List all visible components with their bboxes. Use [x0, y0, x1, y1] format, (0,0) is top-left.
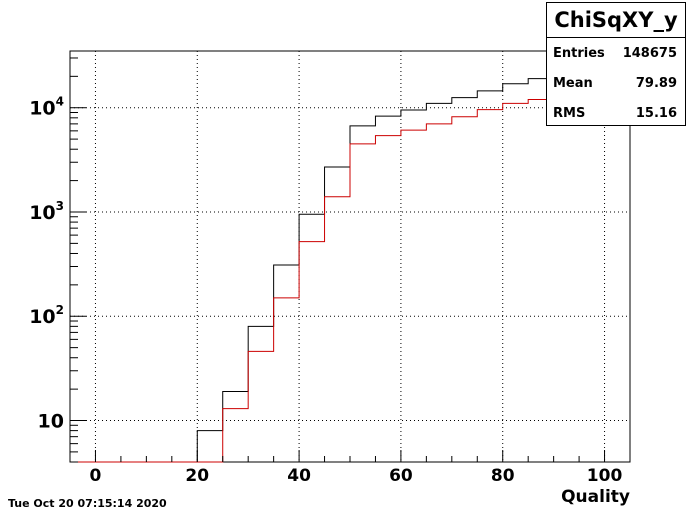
x-tick-label: 0	[90, 466, 102, 486]
plot-frame	[69, 50, 631, 463]
stats-entries-label: Entries	[553, 46, 605, 61]
stats-mean-label: Mean	[553, 76, 593, 91]
stats-mean-value: 79.89	[635, 76, 677, 91]
x-tick-label: 80	[491, 466, 515, 486]
stats-row-rms: RMS 15.16	[547, 98, 685, 128]
x-tick-label: 40	[287, 466, 311, 486]
y-tick-label: 103	[29, 199, 64, 224]
stats-entries-value: 148675	[622, 46, 677, 61]
stats-box: ChiSqXY_y Entries 148675 Mean 79.89 RMS …	[546, 2, 686, 126]
histogram-series-0	[70, 65, 630, 463]
y-tick-label: 104	[29, 95, 64, 120]
y-tick-label: 102	[29, 303, 64, 328]
stats-rms-value: 15.16	[635, 106, 677, 121]
stats-rms-label: RMS	[553, 106, 586, 121]
x-tick-label: 20	[185, 466, 209, 486]
x-tick-label: 100	[587, 466, 623, 486]
timestamp: Tue Oct 20 07:15:14 2020	[8, 497, 167, 510]
x-tick-label: 60	[389, 466, 413, 486]
histogram-series-1	[70, 95, 630, 463]
axes: 0 20 40 60 80 100 10 102 103 104	[29, 57, 631, 486]
histogram-series	[70, 65, 630, 463]
stats-title: ChiSqXY_y	[547, 3, 685, 38]
x-axis-label: Quality	[561, 487, 630, 507]
y-tick-label: 10	[38, 411, 64, 433]
stats-row-mean: Mean 79.89	[547, 68, 685, 98]
stats-row-entries: Entries 148675	[547, 38, 685, 68]
